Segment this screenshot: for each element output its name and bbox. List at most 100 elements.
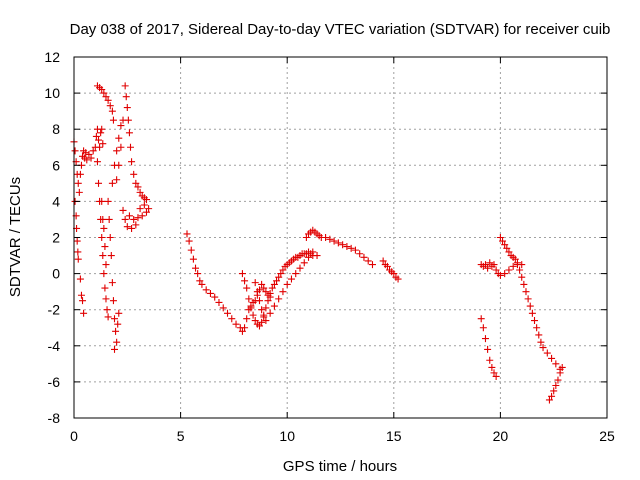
data-point: [102, 93, 110, 101]
data-point: [481, 335, 489, 343]
data-point: [105, 215, 113, 223]
data-point: [255, 297, 263, 305]
data-point: [73, 237, 81, 245]
data-point: [266, 309, 274, 317]
data-point: [253, 288, 261, 296]
data-point: [74, 255, 82, 263]
data-point: [198, 280, 206, 288]
data-point: [119, 206, 127, 214]
data-point: [97, 129, 105, 137]
data-point: [106, 102, 114, 110]
data-point: [215, 298, 223, 306]
data-point: [511, 255, 519, 263]
data-point: [104, 96, 112, 104]
data-point: [360, 253, 368, 261]
y-tick-label: 6: [52, 157, 60, 173]
data-point: [76, 170, 84, 178]
x-tick-label: 5: [177, 428, 185, 444]
data-point: [383, 262, 391, 270]
y-tick-label: -4: [48, 338, 61, 354]
grid-layer: [74, 57, 607, 418]
data-point: [113, 176, 121, 184]
data-point: [292, 270, 300, 278]
data-point: [479, 324, 487, 332]
data-point: [270, 302, 278, 310]
data-point: [556, 369, 564, 377]
data-point: [102, 261, 110, 269]
data-point: [255, 322, 263, 330]
data-point: [283, 280, 291, 288]
data-point: [351, 246, 359, 254]
data-point: [486, 259, 494, 267]
data-point: [505, 248, 513, 256]
data-point: [490, 261, 498, 269]
data-point: [109, 116, 117, 124]
data-point: [98, 197, 106, 205]
data-point: [83, 156, 91, 164]
data-point: [115, 309, 123, 317]
data-point: [305, 253, 313, 261]
data-point: [241, 324, 249, 332]
y-tick-label: 2: [52, 230, 60, 246]
data-point: [112, 327, 120, 335]
data-point: [279, 266, 287, 274]
data-point: [136, 205, 144, 213]
data-point: [111, 345, 119, 353]
data-point: [108, 279, 116, 287]
data-point: [74, 248, 82, 256]
data-point: [343, 243, 351, 251]
data-point: [121, 215, 129, 223]
data-point: [245, 295, 253, 303]
data-point: [509, 262, 517, 270]
data-point: [501, 241, 509, 249]
data-point: [251, 317, 259, 325]
data-point: [101, 243, 109, 251]
data-point: [339, 241, 347, 249]
y-tick-label: 8: [52, 121, 60, 137]
data-point: [258, 306, 266, 314]
data-point: [238, 327, 246, 335]
data-point: [518, 261, 526, 269]
data-point: [85, 150, 93, 158]
data-point: [268, 284, 276, 292]
data-point: [326, 235, 334, 243]
data-point: [309, 248, 317, 256]
data-point: [194, 270, 202, 278]
data-point: [134, 214, 142, 222]
data-point: [228, 315, 236, 323]
data-point: [75, 188, 83, 196]
data-points: [70, 82, 566, 404]
data-point: [258, 280, 266, 288]
data-point: [113, 338, 121, 346]
data-point: [522, 288, 530, 296]
data-point: [499, 237, 507, 245]
data-point: [79, 297, 87, 305]
data-point: [275, 273, 283, 281]
data-point: [279, 288, 287, 296]
data-point: [492, 372, 500, 380]
data-point: [258, 318, 266, 326]
data-point: [356, 250, 364, 258]
data-point: [123, 104, 131, 112]
data-point: [368, 261, 376, 269]
data-point: [550, 387, 558, 395]
data-point: [296, 264, 304, 272]
data-point: [115, 161, 123, 169]
data-point: [126, 143, 134, 151]
data-point: [287, 275, 295, 283]
data-point: [264, 297, 272, 305]
data-point: [505, 266, 513, 274]
data-point: [111, 315, 119, 323]
data-point: [484, 264, 492, 272]
data-point: [260, 313, 268, 321]
data-point: [535, 331, 543, 339]
data-point: [117, 143, 125, 151]
x-tick-label: 20: [493, 428, 509, 444]
data-point: [313, 252, 321, 260]
data-point: [490, 369, 498, 377]
data-point: [128, 158, 136, 166]
y-tick-label: 10: [44, 85, 60, 101]
data-point: [132, 221, 140, 229]
data-point: [552, 360, 560, 368]
